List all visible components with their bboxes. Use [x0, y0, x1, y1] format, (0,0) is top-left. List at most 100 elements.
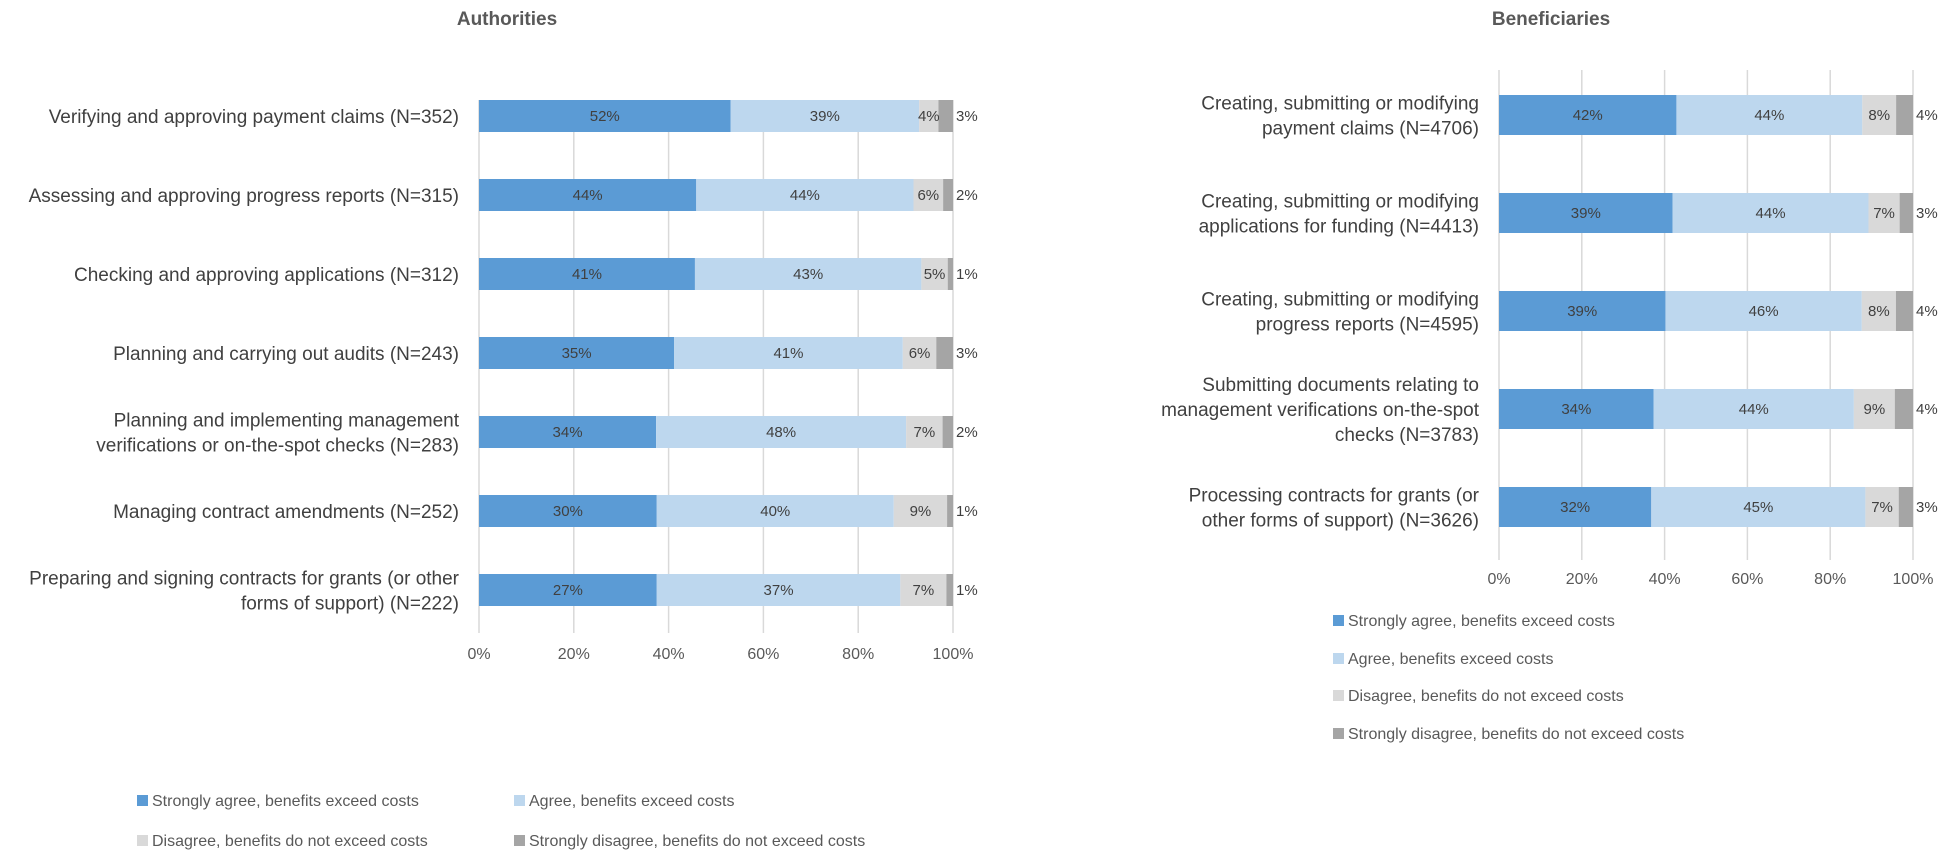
beneficiaries-bar-segment — [1499, 291, 1666, 331]
authorities-bar-segment — [479, 337, 675, 369]
beneficiaries-category-label: management verifications on-the-spot — [1161, 400, 1480, 421]
beneficiaries-legend-swatch — [1333, 615, 1344, 626]
authorities-data-label: 52% — [590, 108, 620, 125]
authorities-legend-swatch — [514, 795, 525, 806]
beneficiaries-data-label: 32% — [1560, 499, 1590, 516]
beneficiaries-bar-segment — [1895, 291, 1913, 331]
authorities-data-label: 40% — [760, 503, 790, 520]
beneficiaries-bar-segment — [1861, 291, 1896, 331]
beneficiaries-data-label: 8% — [1868, 107, 1890, 124]
authorities-bar-segment — [902, 337, 937, 369]
beneficiaries-data-label: 42% — [1573, 107, 1603, 124]
beneficiaries-x-tick-label: 60% — [1731, 571, 1763, 588]
authorities-category-label: Planning and implementing management — [114, 411, 460, 432]
beneficiaries-bar-segment — [1651, 487, 1866, 527]
authorities-bar-segment — [913, 179, 944, 211]
beneficiaries-bar-segment — [1896, 95, 1913, 135]
authorities-bar-segment — [479, 179, 697, 211]
beneficiaries-legend-swatch — [1333, 653, 1344, 664]
beneficiaries-data-label: 8% — [1868, 303, 1890, 320]
beneficiaries-x-tick-label: 80% — [1814, 571, 1846, 588]
authorities-category-label: Managing contract amendments (N=252) — [113, 502, 459, 523]
authorities-data-label: 6% — [917, 187, 939, 204]
authorities-data-label: 1% — [956, 503, 978, 520]
authorities-bar-segment — [479, 258, 695, 290]
beneficiaries-data-label: 7% — [1873, 205, 1895, 222]
authorities-bar-segment — [900, 574, 947, 606]
beneficiaries-x-tick-label: 20% — [1566, 571, 1598, 588]
authorities-bar-segment — [479, 100, 731, 132]
authorities-chart: Authorities Verifying and approving paym… — [29, 9, 978, 850]
beneficiaries-bar-segment — [1868, 193, 1900, 233]
beneficiaries-bar-segment — [1862, 95, 1897, 135]
beneficiaries-x-tick-label: 40% — [1649, 571, 1681, 588]
authorities-x-tick-label: 80% — [842, 646, 874, 663]
beneficiaries-chart: Beneficiaries Creating, submitting or mo… — [1161, 9, 1938, 743]
authorities-category-label: Verifying and approving payment claims (… — [49, 107, 459, 128]
beneficiaries-bar-segment — [1665, 291, 1862, 331]
beneficiaries-x-tick-label: 0% — [1487, 571, 1510, 588]
authorities-data-label: 41% — [773, 345, 803, 362]
authorities-legend-label: Strongly disagree, benefits do not excee… — [529, 833, 865, 850]
authorities-bar-segment — [479, 416, 657, 448]
authorities-bar-segment — [479, 495, 657, 527]
beneficiaries-category-label: payment claims (N=4706) — [1262, 119, 1479, 140]
authorities-bar-segment — [943, 179, 953, 211]
beneficiaries-legend-swatch — [1333, 728, 1344, 739]
authorities-x-tick-label: 0% — [467, 646, 490, 663]
authorities-category-label: forms of support) (N=222) — [241, 594, 459, 615]
beneficiaries-category-label: Creating, submitting or modifying — [1201, 94, 1479, 115]
beneficiaries-category-label: checks (N=3783) — [1335, 425, 1479, 446]
authorities-data-label: 3% — [956, 345, 978, 362]
authorities-legend-label: Strongly agree, benefits exceed costs — [152, 793, 419, 810]
beneficiaries-bar-segment — [1672, 193, 1869, 233]
beneficiaries-data-label: 3% — [1916, 499, 1938, 516]
authorities-category-label: verifications or on-the-spot checks (N=2… — [96, 436, 459, 457]
beneficiaries-category-label: other forms of support) (N=3626) — [1202, 511, 1479, 532]
beneficiaries-bar-segment — [1899, 193, 1913, 233]
beneficiaries-category-label: progress reports (N=4595) — [1256, 315, 1479, 336]
beneficiaries-data-label: 39% — [1567, 303, 1597, 320]
authorities-data-label: 44% — [790, 187, 820, 204]
authorities-bar-segment — [696, 179, 914, 211]
beneficiaries-data-label: 34% — [1561, 401, 1591, 418]
authorities-bar-segment — [947, 495, 953, 527]
authorities-data-label: 3% — [956, 108, 978, 125]
beneficiaries-data-label: 44% — [1756, 205, 1786, 222]
authorities-category-label: Planning and carrying out audits (N=243) — [113, 344, 459, 365]
beneficiaries-data-label: 45% — [1743, 499, 1773, 516]
beneficiaries-data-label: 9% — [1863, 401, 1885, 418]
beneficiaries-bar-segment — [1499, 389, 1654, 429]
authorities-legend-label: Disagree, benefits do not exceed costs — [152, 833, 428, 850]
authorities-bar-segment — [921, 258, 948, 290]
authorities-title: Authorities — [457, 9, 557, 30]
authorities-bar-segment — [674, 337, 903, 369]
authorities-legend-label: Agree, benefits exceed costs — [529, 793, 734, 810]
authorities-bar-segment — [938, 100, 953, 132]
beneficiaries-bar-segment — [1894, 389, 1913, 429]
authorities-bar-segment — [936, 337, 953, 369]
authorities-x-tick-label: 20% — [558, 646, 590, 663]
authorities-bar-segment — [947, 258, 953, 290]
authorities-data-label: 7% — [914, 424, 936, 441]
beneficiaries-category-label: Processing contracts for grants (or — [1189, 486, 1480, 507]
authorities-bar-segment — [730, 100, 920, 132]
beneficiaries-data-label: 44% — [1754, 107, 1784, 124]
authorities-bar-segment — [946, 574, 953, 606]
beneficiaries-bar-segment — [1499, 95, 1677, 135]
beneficiaries-category-label: applications for funding (N=4413) — [1199, 217, 1479, 238]
authorities-bar-segment — [656, 416, 907, 448]
beneficiaries-bar-segment — [1676, 95, 1863, 135]
beneficiaries-bar-segment — [1653, 389, 1854, 429]
authorities-data-label: 35% — [562, 345, 592, 362]
beneficiaries-bar-segment — [1499, 487, 1652, 527]
authorities-data-label: 41% — [572, 266, 602, 283]
beneficiaries-data-label: 4% — [1916, 401, 1938, 418]
authorities-bar-segment — [942, 416, 953, 448]
authorities-data-label: 37% — [764, 582, 794, 599]
authorities-data-label: 4% — [918, 108, 940, 125]
authorities-legend-swatch — [137, 795, 148, 806]
authorities-data-label: 6% — [909, 345, 931, 362]
authorities-legend-swatch — [137, 835, 148, 846]
